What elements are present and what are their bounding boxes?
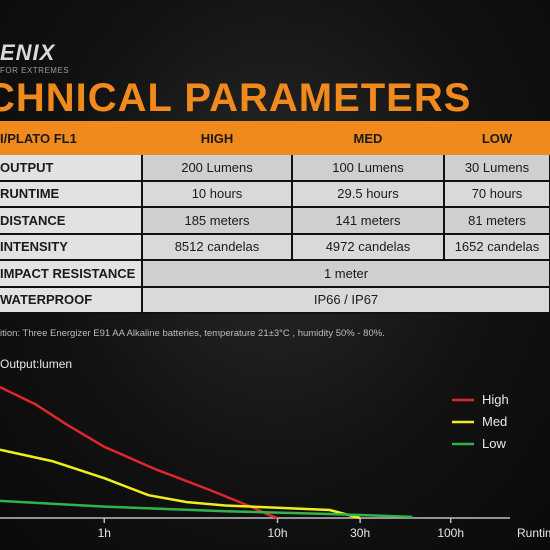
- brand-tagline: FOR EXTREMES: [0, 66, 70, 75]
- row-label: INTENSITY: [0, 233, 143, 261]
- legend-label-high: High: [482, 392, 509, 407]
- y-axis-label: Output:lumen: [0, 357, 72, 371]
- cell-value: 30 Lumens: [444, 155, 550, 182]
- row-label: RUNTIME: [0, 180, 143, 208]
- series-line-high: [0, 385, 278, 520]
- table-row: INTENSITY 8512 candelas 4972 candelas 16…: [0, 233, 550, 261]
- cell-value: 8512 candelas: [142, 233, 293, 261]
- cell-value: 1 meter: [142, 260, 550, 288]
- spec-header-row: I/PLATO FL1 HIGH MED LOW: [0, 121, 550, 155]
- cell-value: 81 meters: [444, 207, 550, 235]
- series-line-low: [0, 499, 413, 519]
- header-med: MED: [292, 121, 444, 155]
- table-row: IMPACT RESISTANCE 1 meter: [0, 260, 550, 288]
- table-row: WATERPROOF IP66 / IP67: [0, 286, 550, 314]
- page-title: CHNICAL PARAMETERS: [0, 76, 472, 120]
- cell-value: 29.5 hours: [292, 180, 445, 208]
- row-label: OUTPUT: [0, 155, 143, 182]
- cell-value: IP66 / IP67: [142, 286, 550, 314]
- cell-value: 141 meters: [292, 207, 445, 235]
- header-low: LOW: [444, 121, 550, 155]
- spec-table: I/PLATO FL1 HIGH MED LOW OUTPUT 200 Lume…: [0, 121, 550, 314]
- x-tick-label: 30h: [350, 526, 370, 540]
- header-high: HIGH: [142, 121, 292, 155]
- series-line-med: [0, 448, 361, 520]
- table-row: DISTANCE 185 meters 141 meters 81 meters: [0, 207, 550, 235]
- runtime-chart: Output:lumen 1h 10h 30h 100h Runtim High Med Low: [0, 357, 550, 540]
- row-label: IMPACT RESISTANCE: [0, 260, 143, 288]
- x-tick-label: 1h: [98, 526, 111, 540]
- cell-value: 10 hours: [142, 180, 293, 208]
- cell-value: 70 hours: [444, 180, 550, 208]
- legend-label-low: Low: [482, 436, 506, 451]
- header-model: I/PLATO FL1: [0, 121, 142, 155]
- cell-value: 4972 candelas: [292, 233, 445, 261]
- x-tick-label: 100h: [437, 526, 464, 540]
- legend-label-med: Med: [482, 414, 507, 429]
- brand-logo: ENIX: [0, 40, 56, 65]
- cell-value: 200 Lumens: [142, 155, 293, 182]
- cell-value: 185 meters: [142, 207, 293, 235]
- row-label: WATERPROOF: [0, 286, 143, 314]
- table-row: OUTPUT 200 Lumens 100 Lumens 30 Lumens: [0, 155, 550, 182]
- table-row: RUNTIME 10 hours 29.5 hours 70 hours: [0, 180, 550, 208]
- x-tick-label: 10h: [267, 526, 287, 540]
- cell-value: 100 Lumens: [292, 155, 445, 182]
- test-condition-note: ition: Three Energizer E91 AA Alkaline b…: [0, 328, 385, 339]
- x-axis-label: Runtim: [517, 526, 550, 540]
- row-label: DISTANCE: [0, 207, 143, 235]
- cell-value: 1652 candelas: [444, 233, 550, 261]
